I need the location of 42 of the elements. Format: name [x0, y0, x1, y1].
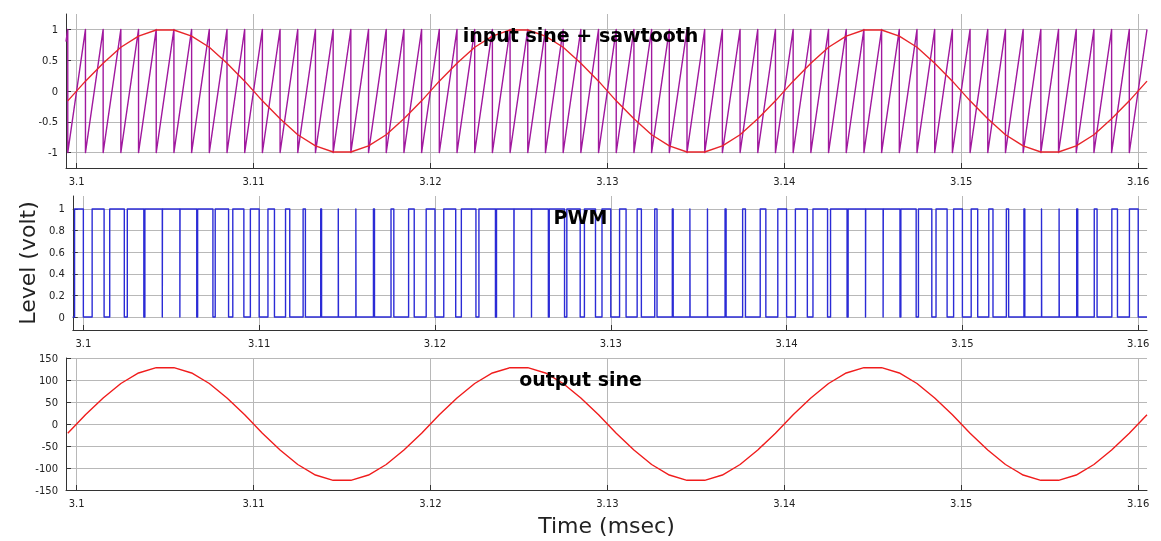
x-tick-label: 3.16: [1127, 497, 1150, 509]
y-tick-label: 0: [58, 311, 65, 323]
x-tick-label: 3.15: [950, 497, 973, 509]
y-tick-label: 0: [51, 85, 58, 97]
x-tick-label: 3.14: [775, 337, 798, 349]
y-tick-label: 0.8: [48, 225, 65, 237]
x-tick-label: 3.14: [773, 497, 796, 509]
x-tick-label: 3.12: [419, 497, 442, 509]
line-series: [67, 366, 1148, 482]
x-tick-label: 3.1: [68, 175, 85, 187]
x-tick-label: 3.15: [951, 337, 974, 349]
x-tick-label: 3.16: [1127, 175, 1150, 187]
y-tick-label: -0.5: [38, 116, 58, 128]
y-tick-label: 0.6: [48, 246, 65, 258]
x-tick-label: 3.15: [950, 175, 973, 187]
x-tick-label: 3.11: [242, 175, 265, 187]
x-tick-label: 3.13: [599, 337, 622, 349]
x-tick-label: 3.13: [596, 497, 619, 509]
x-axis-title: Time (msec): [537, 512, 675, 538]
y-tick-label: 0.4: [48, 268, 65, 280]
y-tick-label: 150: [38, 352, 58, 364]
x-tick-label: 3.16: [1127, 337, 1150, 349]
x-tick-label: 3.11: [242, 497, 265, 509]
y-axis-title: Level (volt): [14, 201, 40, 325]
x-tick-label: 3.1: [75, 337, 92, 349]
x-tick-label: 3.11: [248, 337, 271, 349]
x-tick-label: 3.14: [773, 175, 796, 187]
x-tick-label: 3.12: [423, 337, 447, 349]
y-tick-label: -1: [48, 147, 58, 159]
y-tick-label: 0: [51, 418, 58, 430]
y-tick-label: 0.2: [48, 289, 65, 301]
y-tick-label: 1: [51, 23, 58, 35]
y-tick-label: 100: [38, 374, 58, 386]
x-tick-label: 3.13: [596, 175, 619, 187]
y-tick-label: 0.5: [42, 54, 58, 66]
y-tick-label: 1: [58, 203, 65, 215]
y-tick-label: -50: [41, 440, 58, 452]
y-tick-label: -100: [35, 462, 58, 474]
x-tick-label: 3.12: [419, 175, 442, 187]
y-tick-label: -150: [35, 484, 58, 496]
y-tick-label: 50: [45, 396, 58, 408]
x-tick-label: 3.1: [68, 497, 85, 509]
